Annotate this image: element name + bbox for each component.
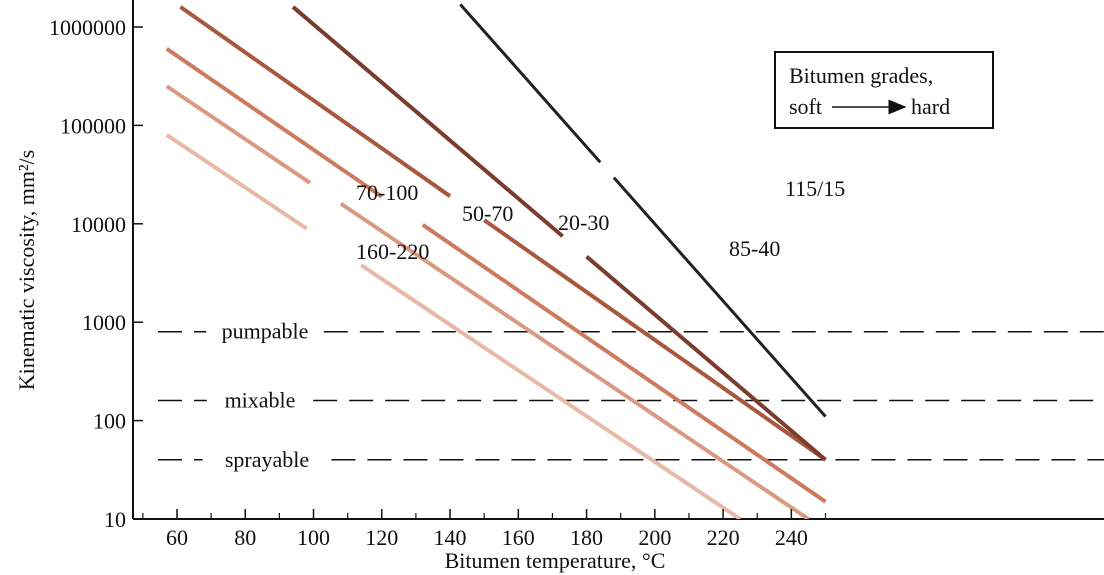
x-tick-label: 220 [707, 525, 740, 550]
series-line-85-40 [291, 5, 564, 238]
series-label-160-220: 160-220 [356, 239, 429, 264]
x-tick-label: 60 [166, 525, 188, 550]
y-tick-label: 100 [93, 409, 126, 434]
y-tick-label: 10000 [71, 212, 126, 237]
y-ticks: 10 100 1000 10000 100000 1000000 [49, 15, 143, 532]
series-label-70-100: 70-100 [356, 180, 418, 205]
y-tick-label: 100000 [60, 113, 126, 138]
x-tick-label: 100 [297, 525, 330, 550]
y-tick-label: 1000 [82, 310, 126, 335]
x-tick-label: 160 [502, 525, 535, 550]
threshold-lines: pumpable mixable sprayable [158, 319, 1104, 472]
x-tick-label: 120 [365, 525, 398, 550]
threshold-label-mixable: mixable [225, 388, 296, 413]
series-line-20-30 [179, 5, 452, 198]
series-lines [165, 3, 827, 519]
legend-hard: hard [911, 94, 950, 119]
series-line-85-40 [585, 255, 827, 462]
threshold-label-sprayable: sprayable [225, 447, 309, 472]
x-tick-label: 180 [570, 525, 603, 550]
y-axis-title: Kinematic viscosity, mm²/s [14, 150, 39, 390]
series-line-20-30 [483, 218, 827, 462]
threshold-label-pumpable: pumpable [222, 319, 309, 344]
legend-soft: soft [789, 94, 822, 119]
x-tick-label: 80 [234, 525, 256, 550]
series-line-115-15 [612, 176, 827, 418]
legend-box [774, 51, 994, 129]
x-axis-title: Bitumen temperature, °C [445, 548, 666, 573]
x-tick-label: 240 [775, 525, 808, 550]
series-labels: 160-220 70-100 50-70 20-30 85-40 115/15 [356, 176, 845, 264]
series-line-160-220 [165, 133, 308, 231]
x-ticks: 60 80 100 120 140 160 180 200 220 240 [142, 509, 827, 550]
series-line-50-70 [165, 47, 383, 199]
series-label-115-15: 115/15 [785, 176, 845, 201]
series-label-85-40: 85-40 [729, 236, 780, 261]
series-line-115-15 [459, 3, 602, 164]
series-line-50-70 [421, 223, 827, 504]
x-tick-label: 200 [638, 525, 671, 550]
series-line-70-100 [165, 84, 312, 185]
x-tick-label: 140 [434, 525, 467, 550]
legend: Bitumen grades, soft hard [774, 51, 994, 129]
series-label-20-30: 20-30 [558, 210, 609, 235]
legend-title: Bitumen grades, [789, 63, 933, 88]
series-line-70-100 [339, 201, 810, 519]
series-label-50-70: 50-70 [462, 201, 513, 226]
y-tick-label: 1000000 [49, 15, 126, 40]
series-line-160-220 [360, 263, 742, 519]
y-tick-label: 10 [104, 507, 126, 532]
